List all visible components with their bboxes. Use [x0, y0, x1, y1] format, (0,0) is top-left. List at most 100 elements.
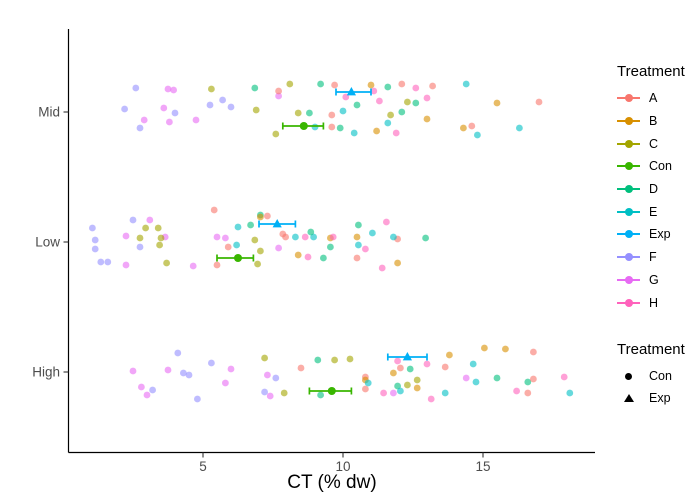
data-point [89, 224, 96, 232]
legend-item-label: A [649, 91, 658, 106]
data-point [170, 86, 178, 94]
data-point [156, 241, 164, 249]
data-point [166, 118, 173, 126]
data-point [364, 379, 372, 387]
data-point [481, 344, 488, 352]
data-point [422, 234, 429, 242]
errorbars-layer [216, 87, 428, 395]
legend-key-dot [624, 185, 633, 194]
errorbar-exp-mid [335, 87, 372, 96]
errorbar-exp-high [386, 352, 428, 361]
legend-item-label: Con [649, 159, 672, 174]
data-point [535, 98, 543, 106]
legend-key-line-dot-icon [617, 115, 640, 127]
data-point [398, 80, 406, 88]
legend-key-line-dot-icon [617, 160, 640, 172]
data-point [469, 360, 477, 368]
errorbar-con-mid [281, 122, 325, 130]
data-point [493, 374, 501, 382]
data-point [206, 101, 214, 109]
data-point [397, 387, 404, 395]
legend-key-line-dot-icon [617, 251, 640, 263]
data-point [233, 241, 241, 249]
legend-item-con: Con [617, 155, 685, 178]
legend-key-line-dot-icon [617, 274, 640, 286]
data-point [406, 365, 414, 373]
legend-key-dot [624, 207, 633, 216]
data-point [282, 233, 289, 241]
mean-marker-circle [234, 254, 242, 262]
x-axis-title: CT (% dw) [287, 472, 377, 493]
legend-item-label: B [649, 114, 658, 129]
data-point [136, 234, 144, 242]
data-point [160, 104, 168, 112]
shape-glyph [623, 394, 634, 402]
data-point [397, 364, 404, 372]
data-point [297, 364, 305, 372]
legend-key-dot [624, 253, 633, 262]
data-point [398, 108, 406, 116]
data-point [383, 218, 390, 226]
legend-item-label: G [649, 272, 659, 287]
legend-item-label: H [649, 295, 659, 310]
legend-key-dot [624, 275, 633, 284]
data-point [339, 107, 347, 115]
x-tick-label: 15 [475, 459, 490, 474]
data-point [373, 127, 380, 135]
data-point [384, 83, 392, 91]
data-points-layer [89, 80, 574, 403]
data-point [530, 375, 537, 383]
data-point [394, 259, 401, 267]
data-point [227, 365, 235, 373]
shape-legend-items: Con Exp [617, 365, 685, 409]
shape-legend-item-exp: Exp [617, 387, 685, 409]
data-point [247, 221, 255, 229]
data-point [380, 389, 387, 397]
legend-key-line-dot-icon [617, 183, 640, 195]
data-point [446, 351, 453, 359]
legend-key-dot [624, 162, 633, 171]
data-point [171, 109, 179, 117]
data-point [272, 130, 280, 138]
data-point [353, 233, 361, 241]
data-point [306, 109, 313, 117]
data-point [234, 223, 242, 231]
data-point [222, 234, 229, 242]
data-point [412, 99, 420, 107]
data-point [350, 129, 358, 137]
data-point [516, 124, 523, 132]
data-point [362, 385, 369, 393]
data-point [394, 357, 401, 365]
legend-item-h: H [617, 291, 685, 314]
data-point [227, 103, 235, 111]
data-point [140, 116, 148, 124]
y-tick-label: Low [35, 235, 60, 250]
legend-key-dot [624, 94, 633, 103]
shape-legend-item-con: Con [617, 365, 685, 387]
data-point [129, 216, 137, 224]
data-point [370, 87, 378, 95]
data-point [174, 349, 182, 357]
data-point [336, 124, 344, 132]
data-point [317, 80, 324, 88]
legend-item-f: F [617, 246, 685, 269]
data-point [294, 251, 302, 259]
legend-item-c: C [617, 132, 685, 155]
mean-marker-circle [299, 122, 308, 130]
data-point [280, 389, 288, 397]
data-point [272, 374, 280, 382]
legend-key-dot [624, 139, 633, 148]
axes: 5 10 15 Mid Low High [32, 29, 595, 474]
data-point [91, 236, 99, 244]
data-point [390, 233, 397, 241]
color-legend-items: A B C Con D E Exp F G H [617, 87, 685, 314]
data-point [213, 261, 221, 269]
legend-item-b: B [617, 110, 685, 133]
data-point [317, 391, 324, 399]
data-point [261, 388, 268, 396]
data-point [254, 260, 261, 268]
legend-item-label: D [649, 182, 659, 197]
legend-item-label: E [649, 204, 658, 219]
shape-legend-item-label: Exp [649, 391, 671, 405]
